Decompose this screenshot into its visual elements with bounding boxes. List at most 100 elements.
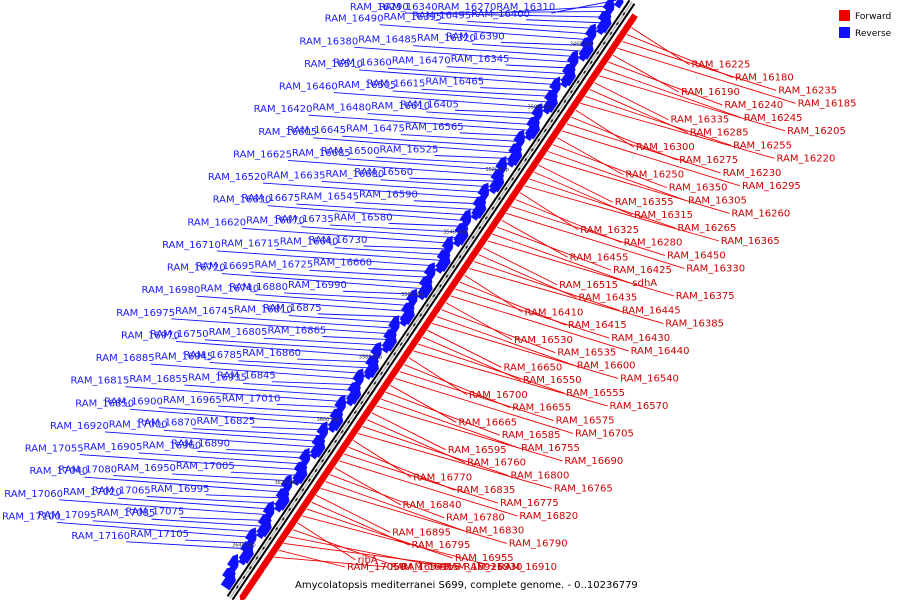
forward-gene-label[interactable]: RAM_16760 [467, 458, 526, 469]
reverse-gene-label[interactable]: RAM_17010 [222, 393, 281, 404]
reverse-gene-label[interactable]: RAM_16825 [196, 416, 255, 427]
reverse-gene-label[interactable]: RAM_16980 [142, 285, 201, 296]
forward-gene-label[interactable]: RAM_16240 [724, 100, 783, 111]
reverse-gene-label[interactable]: RAM_16510 [304, 59, 363, 70]
reverse-gene-label[interactable]: RAM_16475 [346, 124, 405, 135]
forward-gene-label[interactable]: RAM_16415 [568, 320, 627, 331]
reverse-gene-label[interactable]: RAM_16745 [175, 306, 234, 317]
reverse-gene-label[interactable]: RAM_16975 [116, 308, 175, 319]
forward-gene-label[interactable]: RAM_16910 [498, 562, 557, 573]
reverse-gene-label[interactable]: RAM_17060 [4, 489, 63, 500]
forward-gene-label[interactable]: RAM_16820 [519, 511, 578, 522]
forward-gene-label[interactable]: RAM_16700 [469, 390, 528, 401]
reverse-gene-label[interactable]: RAM_16805 [209, 327, 268, 338]
reverse-gene-label[interactable]: RAM_16890 [171, 439, 230, 450]
reverse-gene-feature[interactable] [238, 554, 250, 566]
forward-gene-label[interactable]: RAM_16425 [613, 265, 672, 276]
reverse-gene-feature[interactable] [220, 571, 238, 591]
reverse-gene-label[interactable]: RAM_16685 [292, 148, 351, 159]
forward-gene-label[interactable]: RAM_16575 [556, 416, 615, 427]
forward-gene-label[interactable]: RAM_16795 [411, 540, 470, 551]
reverse-gene-feature[interactable] [614, 0, 625, 9]
forward-gene-label[interactable]: RAM_16655 [512, 403, 571, 414]
reverse-gene-feature[interactable] [524, 129, 536, 142]
reverse-gene-label[interactable]: RAM_16735 [275, 214, 334, 225]
reverse-gene-feature[interactable] [470, 209, 482, 221]
reverse-gene-label[interactable]: RAM_16610 [371, 101, 430, 112]
forward-gene-label[interactable]: RAM_16300 [636, 142, 695, 153]
reverse-gene-label[interactable]: RAM_16875 [263, 303, 322, 314]
forward-gene-label[interactable]: RAM_16930 [464, 562, 523, 573]
forward-gene-label[interactable]: RAM_16800 [511, 471, 570, 482]
reverse-gene-label[interactable]: RAM_16900 [104, 397, 163, 408]
forward-gene-label[interactable]: RAM_16455 [570, 252, 629, 263]
forward-gene-label[interactable]: RAM_16180 [735, 73, 794, 84]
reverse-gene-label[interactable]: RAM_16960 [142, 440, 201, 451]
forward-gene-label[interactable]: RAM_16705 [575, 428, 634, 439]
forward-gene-label[interactable]: RAM_16895 [392, 527, 451, 538]
forward-gene-label[interactable]: RAM_16430 [611, 333, 670, 344]
forward-gene-label[interactable]: RAM_16450 [667, 251, 726, 262]
reverse-gene-label[interactable]: RAM_16965 [163, 395, 222, 406]
forward-gene-label[interactable]: RAM_16555 [566, 388, 625, 399]
forward-gene-label[interactable]: RAM_16665 [458, 417, 517, 428]
reverse-gene-label[interactable]: RAM_16995 [151, 484, 210, 495]
reverse-gene-feature[interactable] [256, 527, 268, 539]
forward-gene-label[interactable]: RAM_16335 [670, 115, 729, 126]
forward-gene-label[interactable]: RAM_16385 [665, 318, 724, 329]
reverse-gene-feature[interactable] [506, 156, 518, 168]
reverse-gene-label[interactable]: RAM_16750 [150, 329, 209, 340]
forward-gene-label[interactable]: RAM_16225 [692, 60, 751, 71]
reverse-gene-feature[interactable] [453, 235, 464, 248]
forward-gene-label[interactable]: RAM_16275 [679, 155, 738, 166]
reverse-gene-feature[interactable] [292, 474, 303, 486]
reverse-gene-feature[interactable] [435, 262, 447, 274]
reverse-gene-label[interactable]: RAM_16710 [162, 240, 221, 251]
forward-gene-label[interactable]: RAM_16835 [457, 485, 516, 496]
reverse-gene-label[interactable]: RAM_16715 [221, 238, 280, 249]
reverse-gene-label[interactable]: RAM_16625 [233, 149, 292, 160]
reverse-gene-label[interactable]: RAM_17055 [25, 444, 84, 455]
reverse-gene-label[interactable]: RAM_16695 [196, 261, 255, 272]
reverse-gene-label[interactable]: RAM_16845 [217, 371, 276, 382]
reverse-gene-label[interactable]: RAM_16785 [183, 350, 242, 361]
forward-gene-label[interactable]: RAM_16585 [502, 430, 561, 441]
reverse-gene-label[interactable]: RAM_16485 [358, 35, 417, 46]
reverse-gene-feature[interactable] [399, 315, 411, 327]
reverse-gene-label[interactable]: RAM_16675 [241, 193, 300, 204]
reverse-gene-label[interactable]: RAM_16635 [267, 170, 326, 181]
forward-gene-label[interactable]: RAM_16765 [554, 483, 613, 494]
reverse-gene-label[interactable]: RAM_16545 [300, 191, 359, 202]
reverse-gene-label[interactable]: RAM_16520 [208, 172, 267, 183]
forward-gene-label[interactable]: RAM_16375 [676, 291, 735, 302]
reverse-gene-label[interactable]: RAM_16730 [309, 235, 368, 246]
reverse-gene-label[interactable]: RAM_16405 [400, 99, 459, 110]
forward-gene-label[interactable]: RAM_16255 [733, 140, 792, 151]
forward-gene-label[interactable]: RAM_16830 [465, 526, 524, 537]
reverse-gene-label[interactable]: RAM_16395 [383, 12, 442, 23]
forward-gene-label[interactable]: RAM_16305 [688, 195, 747, 206]
reverse-gene-label[interactable]: RAM_16605 [258, 127, 317, 138]
forward-gene-label[interactable]: RAM_16550 [523, 375, 582, 386]
forward-gene-label[interactable]: RAM_16755 [521, 443, 580, 454]
reverse-gene-label[interactable]: RAM_17160 [71, 531, 130, 542]
forward-gene-label[interactable]: RAM_16445 [622, 306, 681, 317]
forward-gene-label[interactable]: RAM_16775 [500, 498, 559, 509]
reverse-gene-feature[interactable] [309, 447, 321, 460]
reverse-gene-label[interactable]: RAM_16380 [299, 36, 358, 47]
forward-gene-label[interactable]: RAM_16350 [669, 183, 728, 194]
reverse-gene-label[interactable]: RAM_16870 [138, 418, 197, 429]
reverse-gene-label[interactable]: RAM_16860 [242, 348, 301, 359]
forward-gene-label[interactable]: RAM_16840 [403, 500, 462, 511]
reverse-gene-label[interactable]: RAM_17075 [125, 506, 184, 517]
reverse-gene-label[interactable]: RAM_16630 [213, 195, 272, 206]
reverse-gene-label[interactable]: RAM_16465 [425, 77, 484, 88]
forward-gene-label[interactable]: RAM_16410 [525, 307, 584, 318]
forward-gene-label[interactable]: RAM_16365 [721, 236, 780, 247]
forward-gene-label[interactable]: RAM_16315 [634, 210, 693, 221]
forward-gene-label[interactable]: RAM_16535 [557, 348, 616, 359]
reverse-gene-feature[interactable] [560, 76, 572, 89]
forward-gene-label[interactable]: RAM_16250 [625, 170, 684, 181]
reverse-gene-label[interactable]: RAM_16905 [84, 442, 143, 453]
forward-gene-label[interactable]: RAM_16595 [448, 445, 507, 456]
